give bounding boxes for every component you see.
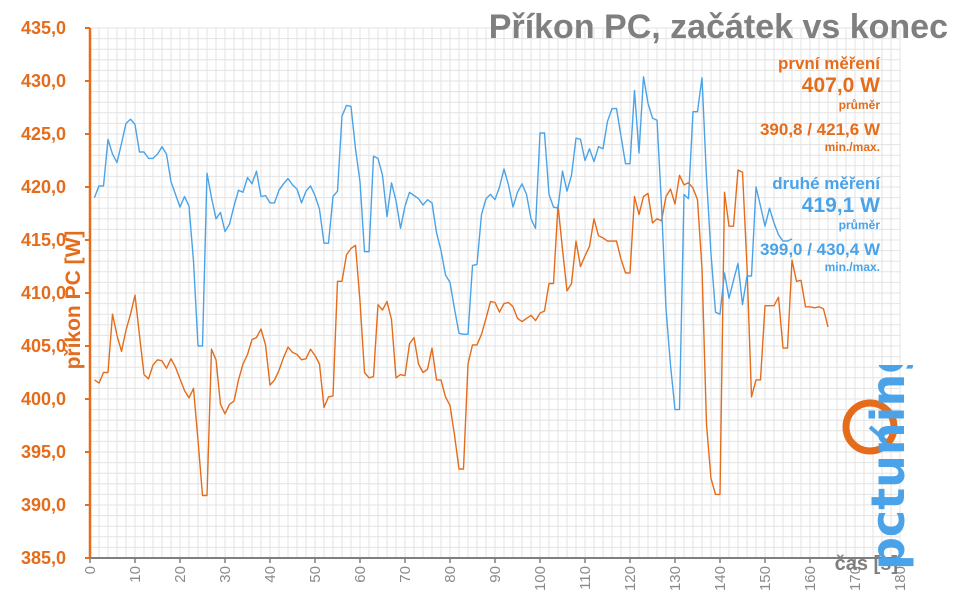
logo-text: pctuning	[861, 365, 915, 570]
series-1-minmax-label: min./max.	[824, 140, 880, 154]
x-tick-label: 130	[667, 566, 684, 591]
logo-gauge-needle-icon	[868, 425, 888, 443]
x-tick-label: 160	[802, 566, 819, 591]
x-tick-label: 0	[82, 566, 99, 574]
y-tick-label: 415,0	[21, 230, 66, 250]
x-axis-label: čas [s]	[835, 553, 898, 575]
series-1-minmax: 390,8 / 421,6 W	[759, 120, 880, 139]
x-tick-label: 120	[622, 566, 639, 591]
series-line-1	[94, 169, 829, 497]
series-2-average: 419,1 W	[801, 194, 880, 217]
x-tick-label: 20	[172, 566, 189, 583]
legend-series-2: druhé měření 419,1 W průměr 399,0 / 430,…	[760, 174, 880, 274]
y-tick-label: 410,0	[21, 283, 66, 303]
legend-series-1: první měření 407,0 W průměr 390,8 / 421,…	[760, 54, 880, 154]
chart-title: Příkon PC, začátek vs konec	[488, 8, 948, 46]
x-tick-label: 140	[712, 566, 729, 591]
series-2-minmax: 399,0 / 430,4 W	[759, 240, 880, 259]
series-line-2	[93, 76, 793, 411]
y-tick-label: 430,0	[21, 71, 66, 91]
axes	[85, 27, 901, 563]
series-2-minmax-label: min./max.	[824, 260, 880, 274]
x-tick-label: 110	[577, 566, 594, 590]
y-axis-label: příkon PC [W]	[62, 231, 85, 370]
grid	[89, 27, 901, 559]
x-tick-label: 70	[397, 566, 414, 583]
x-tick-label: 80	[442, 566, 459, 583]
tick-labels: 385,0 390,0 395,0 400,0 405,0 410,0 415,0 420,0…	[21, 18, 909, 591]
y-tick-label: 395,0	[21, 442, 66, 462]
y-tick-label: 385,0	[21, 548, 66, 568]
y-tick-label: 390,0	[21, 495, 66, 515]
x-tick-label: 180	[892, 566, 909, 591]
x-tick-label: 50	[307, 566, 324, 583]
x-tick-label: 100	[532, 566, 549, 591]
series-2-name: druhé měření	[772, 174, 880, 193]
y-tick-label: 435,0	[21, 18, 66, 38]
y-tick-label: 420,0	[21, 177, 66, 197]
logo-gauge-icon	[842, 399, 898, 455]
x-tick-label: 60	[352, 566, 369, 583]
series-1-average: 407,0 W	[801, 74, 880, 97]
y-tick-label: 400,0	[21, 389, 66, 409]
series-group	[93, 76, 829, 497]
y-tick-label: 405,0	[21, 336, 66, 356]
x-tick-label: 170	[847, 566, 864, 591]
x-tick-label: 90	[487, 566, 504, 583]
x-tick-label: 30	[217, 566, 234, 583]
x-tick-label: 10	[127, 566, 144, 583]
x-tick-label: 40	[262, 566, 279, 583]
series-1-average-label: průměr	[838, 98, 880, 112]
x-tick-label: 150	[757, 566, 774, 591]
series-1-name: první měření	[777, 54, 880, 73]
pctuning-logo: pctuning	[842, 365, 915, 570]
series-2-average-label: průměr	[838, 218, 880, 232]
y-tick-label: 425,0	[21, 124, 66, 144]
